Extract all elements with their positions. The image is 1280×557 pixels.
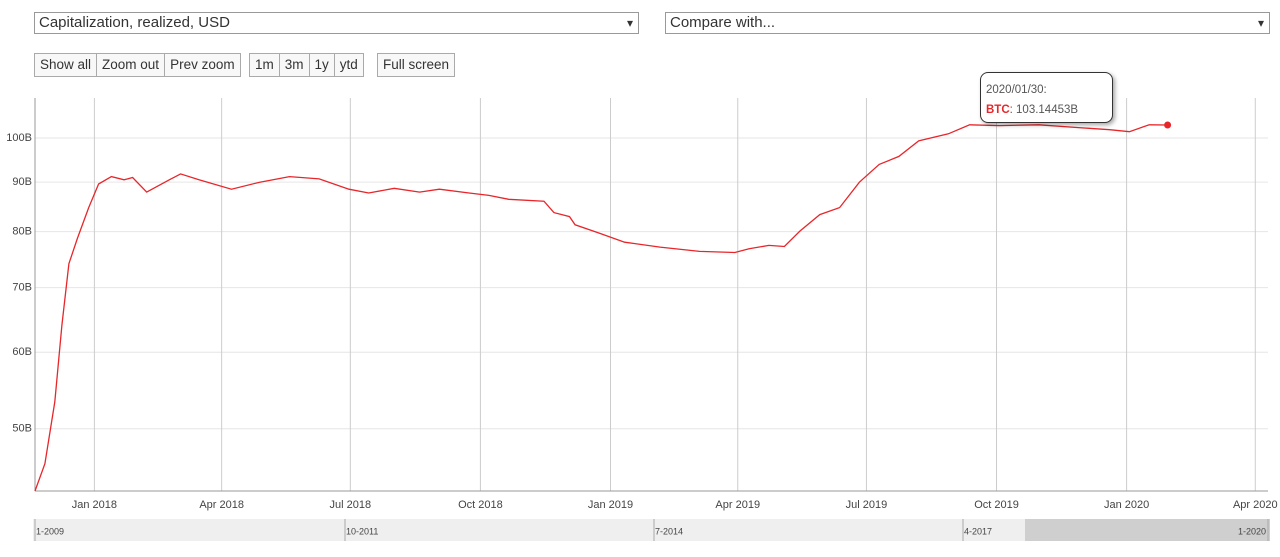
tooltip-value: : 103.14453B [1009,104,1079,116]
x-tick-label: Apr 2019 [715,499,760,511]
navigator-label: 1-2009 [36,526,64,536]
button[interactable]: Full screen [383,57,450,72]
y-tick-label: 90B [12,176,32,188]
button[interactable]: 1y [308,54,334,76]
button[interactable]: 1m [255,57,274,72]
tooltip-date: 2020/01/30: [986,84,1047,96]
navigator-selection [1025,519,1270,541]
tooltip-row: BTC: 103.14453B [986,100,1107,120]
navigator-label: 1-2020 [1238,526,1266,536]
series-line [34,124,1168,492]
y-tick-label: 80B [12,225,32,237]
button[interactable]: Show all [40,57,92,72]
compare-select[interactable]: Compare with... [665,12,1270,34]
x-tick-label: Jul 2019 [846,499,888,511]
button[interactable]: ytd [333,54,363,76]
x-tick-label: Oct 2019 [974,499,1019,511]
hover-point [1164,121,1172,129]
y-tick-label: 100B [6,132,32,144]
navigator [33,519,1270,541]
x-tick-label: Jul 2018 [330,499,372,511]
x-tick-label: Jan 2020 [1104,499,1149,511]
navigator-label: 10-2011 [346,526,378,536]
y-tick-label: 50B [12,423,32,435]
x-tick-label: Apr 2018 [199,499,244,511]
button[interactable]: 3m [278,54,309,76]
button[interactable]: Prev zoom [164,54,240,76]
zoom-group: Show all Zoom out Prev zoom [34,53,241,77]
tooltip-series: BTC [986,104,1010,116]
tooltip: 2020/01/30: BTC: 103.14453B [980,72,1113,123]
navigator-label: 7-2014 [655,526,683,536]
button[interactable]: Zoom out [96,54,164,76]
navigator-label: 4-2017 [964,526,992,536]
range-group: 1m 3m 1y ytd [249,53,364,77]
x-tick-label: Apr 2020 [1233,499,1278,511]
x-tick-label: Jan 2018 [72,499,117,511]
x-tick-label: Oct 2018 [458,499,503,511]
y-tick-label: 70B [12,281,32,293]
metric-select[interactable]: Capitalization, realized, USD [34,12,639,34]
screen-group: Full screen [377,53,456,77]
x-tick-label: Jan 2019 [588,499,633,511]
y-tick-label: 60B [12,346,32,358]
